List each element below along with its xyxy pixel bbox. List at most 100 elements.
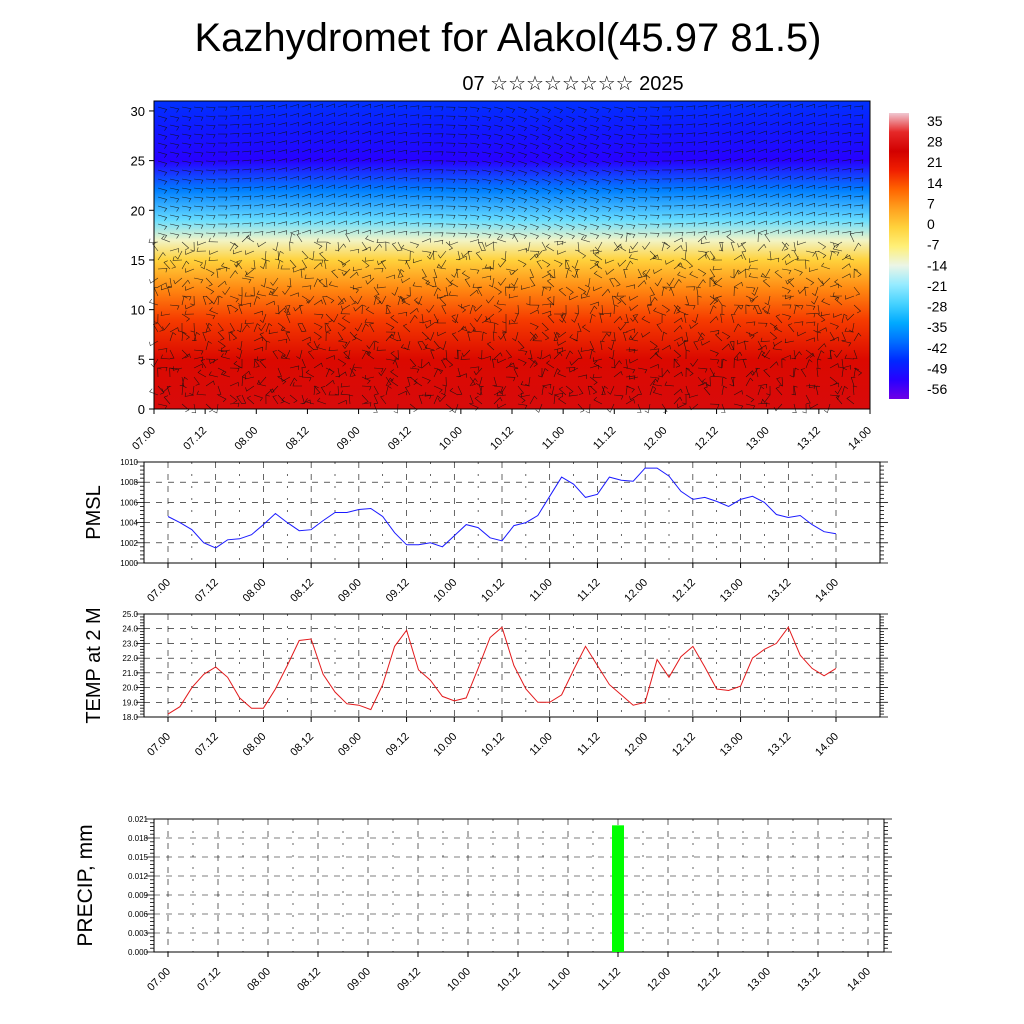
wind-barb — [277, 167, 288, 172]
wind-barb — [721, 185, 732, 190]
wind-barb — [793, 229, 803, 235]
wind-barb — [457, 133, 468, 139]
wind-barb — [577, 250, 587, 259]
wind-barb — [557, 349, 567, 354]
wind-barb — [740, 242, 747, 252]
heatmap-x-tick-label: 12.12 — [693, 425, 721, 453]
wind-barb — [553, 205, 564, 213]
wind-barb — [464, 278, 471, 288]
heatmap-y-tick-label: 20 — [131, 203, 145, 218]
wind-barb — [441, 385, 447, 396]
wind-barb — [832, 292, 843, 297]
wind-barb — [163, 260, 171, 270]
wind-barb — [697, 268, 707, 277]
wind-barb — [283, 304, 291, 314]
wind-barb — [181, 151, 192, 158]
wind-barb — [253, 310, 263, 316]
wind-barb — [613, 315, 623, 324]
wind-barb — [589, 133, 600, 141]
wind-barb — [661, 369, 670, 378]
wind-barb — [757, 193, 767, 198]
wind-barb — [461, 325, 471, 333]
wind-barb — [793, 148, 803, 154]
wind-barb — [432, 268, 438, 278]
wind-barb — [709, 277, 714, 287]
wind-barb — [238, 305, 243, 315]
wind-barb — [148, 298, 159, 306]
wind-barb — [229, 304, 239, 313]
wind-barb — [846, 396, 855, 405]
wind-barb — [577, 214, 587, 222]
wind-barb — [505, 124, 516, 131]
wind-barb — [457, 373, 467, 378]
wind-barb — [601, 288, 611, 297]
wind-barb — [569, 334, 579, 342]
wind-barb — [536, 260, 543, 270]
wind-barb — [757, 243, 767, 252]
wind-barb — [421, 132, 432, 138]
wind-barb — [565, 385, 574, 395]
wind-barb — [217, 142, 228, 147]
temp-2m-x-tick-label: 13.12 — [765, 731, 793, 759]
wind-barb — [196, 247, 207, 252]
wind-barb — [625, 260, 634, 270]
wind-barb — [697, 168, 708, 173]
wind-barb — [373, 340, 379, 351]
wind-barb — [380, 260, 387, 270]
wind-barb — [745, 377, 754, 387]
wind-barb — [673, 142, 684, 147]
wind-barb — [433, 106, 444, 111]
precip-axis-label: PRECIP, mm — [74, 824, 97, 946]
wind-barb — [805, 112, 815, 118]
wind-barb — [496, 391, 507, 397]
wind-barb — [853, 186, 864, 191]
wind-barb — [361, 211, 371, 217]
wind-barb — [349, 139, 359, 144]
wind-barb — [236, 395, 243, 405]
wind-barb — [421, 231, 432, 237]
wind-barb — [430, 350, 435, 360]
wind-barb — [853, 159, 864, 164]
wind-barb — [541, 232, 551, 240]
wind-barb — [538, 367, 543, 378]
wind-barb — [623, 358, 628, 369]
wind-barb — [289, 112, 299, 118]
wind-barb — [325, 368, 333, 378]
wind-barb — [316, 344, 327, 351]
wind-barb — [815, 385, 821, 396]
wind-barb — [361, 229, 371, 235]
wind-barb — [157, 367, 162, 378]
wind-barb — [265, 131, 276, 137]
wind-barb — [421, 195, 432, 201]
wind-barb — [181, 279, 191, 288]
wind-barb — [733, 184, 743, 190]
wind-barb — [318, 278, 327, 288]
colorbar-label: 35 — [927, 113, 943, 129]
wind-barb — [594, 252, 603, 261]
wind-barb — [785, 294, 795, 300]
wind-barb — [385, 385, 392, 396]
wind-barb — [529, 395, 538, 405]
wind-barb — [589, 142, 600, 150]
wind-barb — [481, 169, 492, 176]
wind-barb — [349, 121, 359, 126]
wind-barb — [793, 250, 799, 260]
wind-barb — [265, 230, 276, 236]
wind-barb — [625, 232, 636, 239]
wind-barb — [241, 141, 252, 146]
wind-barb — [217, 349, 228, 356]
wind-barb — [541, 331, 550, 341]
wind-barb — [784, 338, 795, 344]
wind-barb — [731, 377, 736, 387]
wind-barb — [630, 331, 639, 340]
wind-barb — [349, 184, 359, 189]
wind-barb — [481, 205, 492, 212]
wind-barb — [181, 223, 192, 230]
wind-barb — [565, 133, 575, 141]
wind-barb — [481, 331, 487, 342]
wind-barb — [697, 279, 706, 288]
wind-barb — [529, 142, 539, 150]
wind-barb — [577, 205, 587, 213]
wind-barb — [253, 213, 264, 218]
wind-barb — [688, 393, 699, 398]
